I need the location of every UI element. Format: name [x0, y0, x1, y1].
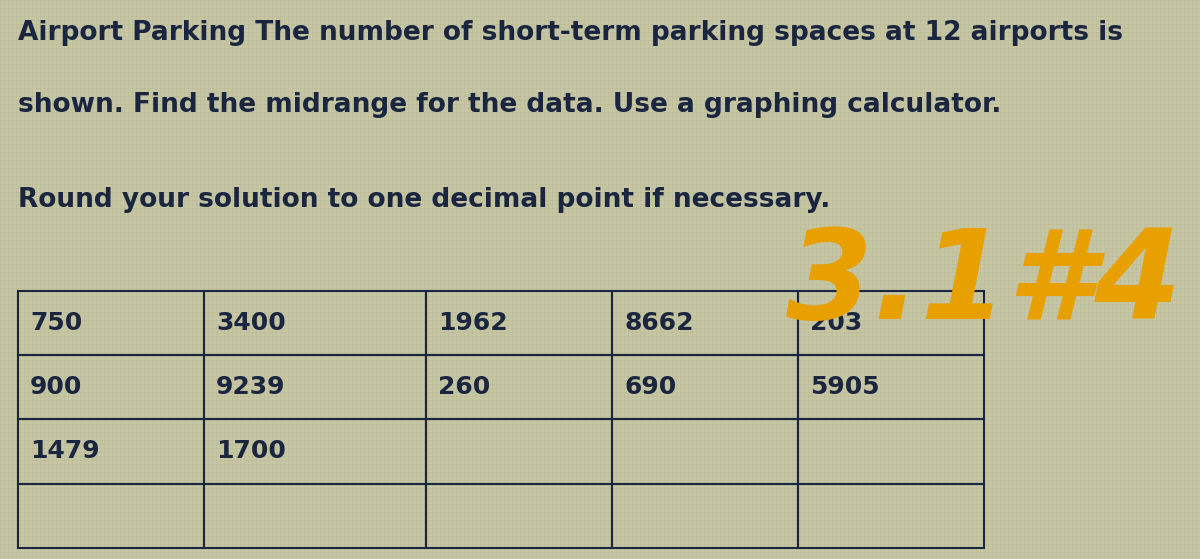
Text: 203: 203: [810, 311, 863, 335]
Bar: [204, 355, 426, 419]
Text: shown. Find the midrange for the data. Use a graphing calculator.: shown. Find the midrange for the data. U…: [18, 92, 1001, 119]
Text: 690: 690: [624, 375, 677, 399]
Bar: [798, 484, 984, 548]
Text: 750: 750: [30, 311, 83, 335]
Text: 9239: 9239: [216, 375, 286, 399]
Bar: [204, 291, 426, 355]
Text: 8662: 8662: [624, 311, 694, 335]
Bar: [798, 291, 984, 355]
Bar: [612, 291, 798, 355]
Bar: [204, 419, 426, 484]
Bar: [426, 291, 612, 355]
Bar: [612, 484, 798, 548]
Text: 900: 900: [30, 375, 83, 399]
Bar: [798, 355, 984, 419]
Bar: [612, 355, 798, 419]
Text: Airport Parking The number of short-term parking spaces at 12 airports is: Airport Parking The number of short-term…: [18, 20, 1123, 46]
Text: 3.1#4: 3.1#4: [786, 224, 1182, 344]
Bar: [426, 355, 612, 419]
Text: 1700: 1700: [216, 439, 286, 463]
Bar: [204, 484, 426, 548]
Bar: [18, 419, 204, 484]
Bar: [612, 419, 798, 484]
Text: 5905: 5905: [810, 375, 880, 399]
Text: 1962: 1962: [438, 311, 508, 335]
Text: 3400: 3400: [216, 311, 286, 335]
Bar: [426, 419, 612, 484]
Bar: [18, 355, 204, 419]
Text: Round your solution to one decimal point if necessary.: Round your solution to one decimal point…: [18, 187, 830, 214]
Bar: [18, 291, 204, 355]
Text: 1479: 1479: [30, 439, 100, 463]
Bar: [18, 484, 204, 548]
Bar: [426, 484, 612, 548]
Text: 260: 260: [438, 375, 491, 399]
Bar: [798, 419, 984, 484]
